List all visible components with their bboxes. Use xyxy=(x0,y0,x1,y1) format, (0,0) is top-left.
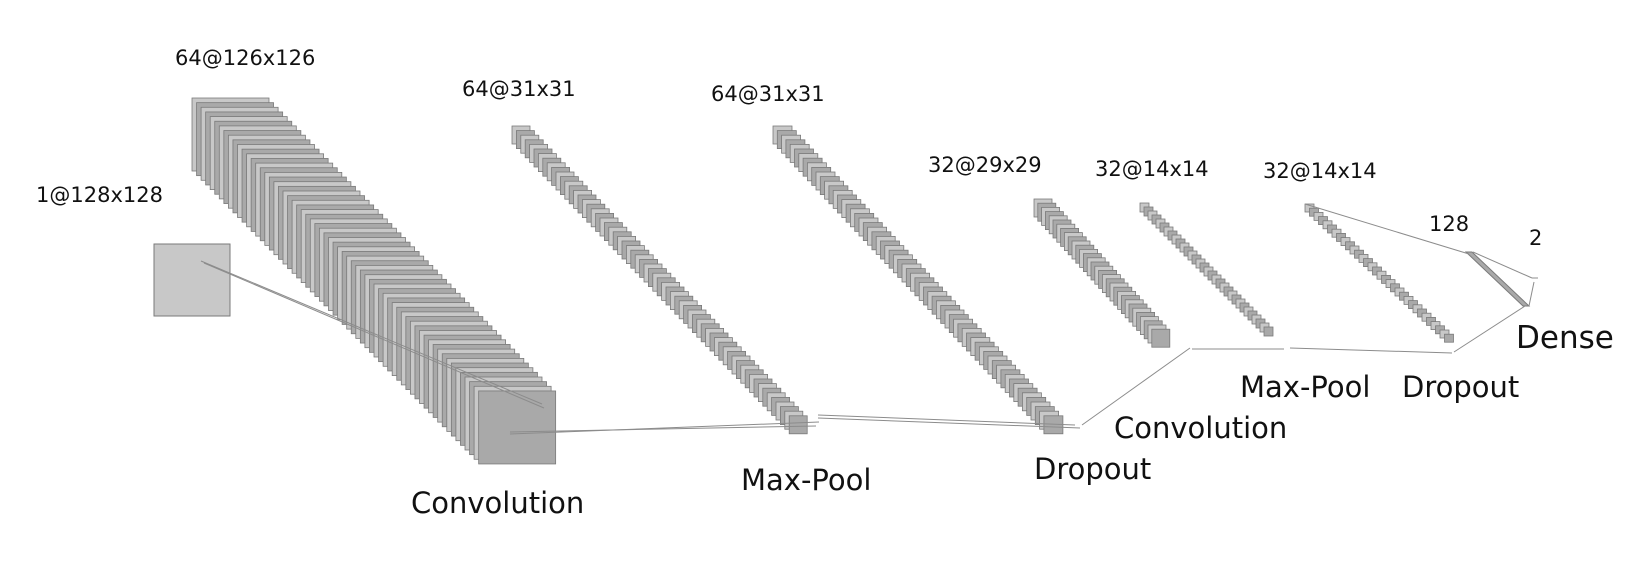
connector-conv1-pool1 xyxy=(509,425,817,433)
input-image xyxy=(153,243,231,317)
op-label-dropout-1: Dropout xyxy=(1034,452,1152,486)
op-label-dense: Dense xyxy=(1516,320,1614,356)
drop1-stack xyxy=(772,125,1064,435)
drop2-stack xyxy=(1304,203,1454,343)
connector-conv1-pool1-b xyxy=(509,421,820,435)
connector-dense-out xyxy=(1472,251,1533,279)
conv1-stack-slice xyxy=(478,390,557,465)
connector-dense-out-b xyxy=(1528,281,1535,307)
conv2-stack xyxy=(1033,198,1171,348)
conv1-stack xyxy=(191,97,557,465)
connector-drop2-dense xyxy=(1304,203,1470,255)
dense-128-layer xyxy=(1464,251,1531,307)
op-label-maxpool-2: Max-Pool xyxy=(1240,370,1371,404)
connector-input-conv1 xyxy=(200,260,543,405)
layer-label-conv2: 32@29x29 xyxy=(928,153,1042,177)
connector-drop2-dense-b xyxy=(1453,305,1526,353)
pool1-stack-slice xyxy=(788,415,808,435)
layer-label-conv1: 64@126x126 xyxy=(175,46,316,70)
layer-label-input: 1@128x128 xyxy=(36,183,163,207)
pool2-stack-slice xyxy=(1263,326,1274,337)
conv2-stack-slice xyxy=(1151,328,1171,348)
connector-pool2-drop2 xyxy=(1289,347,1453,354)
drop2-stack-slice xyxy=(1444,333,1454,343)
op-label-maxpool-1: Max-Pool xyxy=(741,463,872,497)
connector-pool1-drop1-b xyxy=(817,417,1081,429)
op-label-convolution-2: Convolution xyxy=(1114,411,1288,445)
layer-label-dense2: 2 xyxy=(1529,226,1543,250)
connector-pool1-drop1 xyxy=(817,414,1076,426)
connector-input-conv1-b xyxy=(203,262,545,409)
connector-drop1-conv2 xyxy=(1081,347,1191,426)
pool1-stack xyxy=(511,125,808,435)
layer-label-drop1: 64@31x31 xyxy=(711,82,825,106)
layer-label-dense1: 128 xyxy=(1429,212,1470,236)
layer-label-pool1: 64@31x31 xyxy=(462,77,576,101)
layer-label-drop2: 32@14x14 xyxy=(1263,159,1377,183)
pool2-stack xyxy=(1139,202,1274,337)
op-label-dropout-2: Dropout xyxy=(1402,370,1520,404)
op-label-convolution-1: Convolution xyxy=(411,486,585,520)
layer-label-pool2: 32@14x14 xyxy=(1095,157,1209,181)
